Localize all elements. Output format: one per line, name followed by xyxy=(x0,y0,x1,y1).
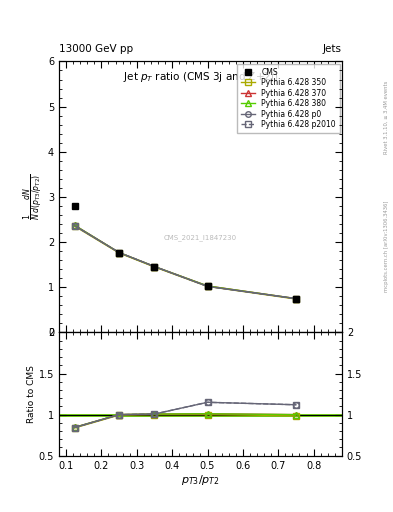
Pythia 6.428 350 xyxy=(152,264,157,270)
Line: Pythia 6.428 380: Pythia 6.428 380 xyxy=(72,223,299,302)
Pythia 6.428 p0 xyxy=(73,223,77,229)
Pythia 6.428 350 xyxy=(73,223,77,229)
Pythia 6.428 380 xyxy=(73,222,77,228)
CMS xyxy=(152,264,157,270)
Pythia 6.428 370 xyxy=(117,249,121,255)
Pythia 6.428 p0 xyxy=(152,264,157,270)
Pythia 6.428 p2010 xyxy=(73,223,77,229)
CMS xyxy=(294,295,298,302)
Line: Pythia 6.428 370: Pythia 6.428 370 xyxy=(72,223,299,302)
Text: Jets: Jets xyxy=(323,44,342,54)
Pythia 6.428 370 xyxy=(152,264,157,270)
X-axis label: $p_{T3}/p_{T2}$: $p_{T3}/p_{T2}$ xyxy=(181,473,220,487)
Text: mcplots.cern.ch [arXiv:1306.3436]: mcplots.cern.ch [arXiv:1306.3436] xyxy=(384,200,389,291)
Pythia 6.428 370 xyxy=(294,295,298,302)
Text: Jet $p_T$ ratio (CMS 3j and Z+2j): Jet $p_T$ ratio (CMS 3j and Z+2j) xyxy=(123,70,278,83)
Line: Pythia 6.428 p2010: Pythia 6.428 p2010 xyxy=(72,223,299,302)
Text: CMS_2021_I1847230: CMS_2021_I1847230 xyxy=(164,234,237,241)
Text: Rivet 3.1.10, ≥ 3.4M events: Rivet 3.1.10, ≥ 3.4M events xyxy=(384,81,389,155)
Line: Pythia 6.428 350: Pythia 6.428 350 xyxy=(72,224,299,302)
Pythia 6.428 p2010 xyxy=(117,249,121,255)
Line: Pythia 6.428 p0: Pythia 6.428 p0 xyxy=(72,223,299,302)
Pythia 6.428 370 xyxy=(205,283,210,289)
Pythia 6.428 350 xyxy=(117,250,121,256)
Pythia 6.428 p2010 xyxy=(205,283,210,289)
Pythia 6.428 350 xyxy=(205,283,210,289)
Y-axis label: Ratio to CMS: Ratio to CMS xyxy=(27,365,36,423)
Y-axis label: $\frac{1}{N}\frac{dN}{d(p_{T3}/p_{T2})}$: $\frac{1}{N}\frac{dN}{d(p_{T3}/p_{T2})}$ xyxy=(22,174,46,220)
Pythia 6.428 p2010 xyxy=(152,264,157,270)
CMS xyxy=(117,249,121,255)
Pythia 6.428 p0 xyxy=(205,283,210,289)
Pythia 6.428 380 xyxy=(117,249,121,255)
CMS xyxy=(205,283,210,289)
Text: 13000 GeV pp: 13000 GeV pp xyxy=(59,44,133,54)
Pythia 6.428 p0 xyxy=(117,249,121,255)
Pythia 6.428 370 xyxy=(73,222,77,228)
Legend: CMS, Pythia 6.428 350, Pythia 6.428 370, Pythia 6.428 380, Pythia 6.428 p0, Pyth: CMS, Pythia 6.428 350, Pythia 6.428 370,… xyxy=(237,63,340,133)
Pythia 6.428 380 xyxy=(152,264,157,270)
Pythia 6.428 p2010 xyxy=(294,295,298,302)
Pythia 6.428 380 xyxy=(205,283,210,289)
CMS xyxy=(73,203,77,209)
Pythia 6.428 380 xyxy=(294,295,298,302)
Line: CMS: CMS xyxy=(72,203,299,302)
Pythia 6.428 p0 xyxy=(294,295,298,302)
Pythia 6.428 350 xyxy=(294,296,298,302)
